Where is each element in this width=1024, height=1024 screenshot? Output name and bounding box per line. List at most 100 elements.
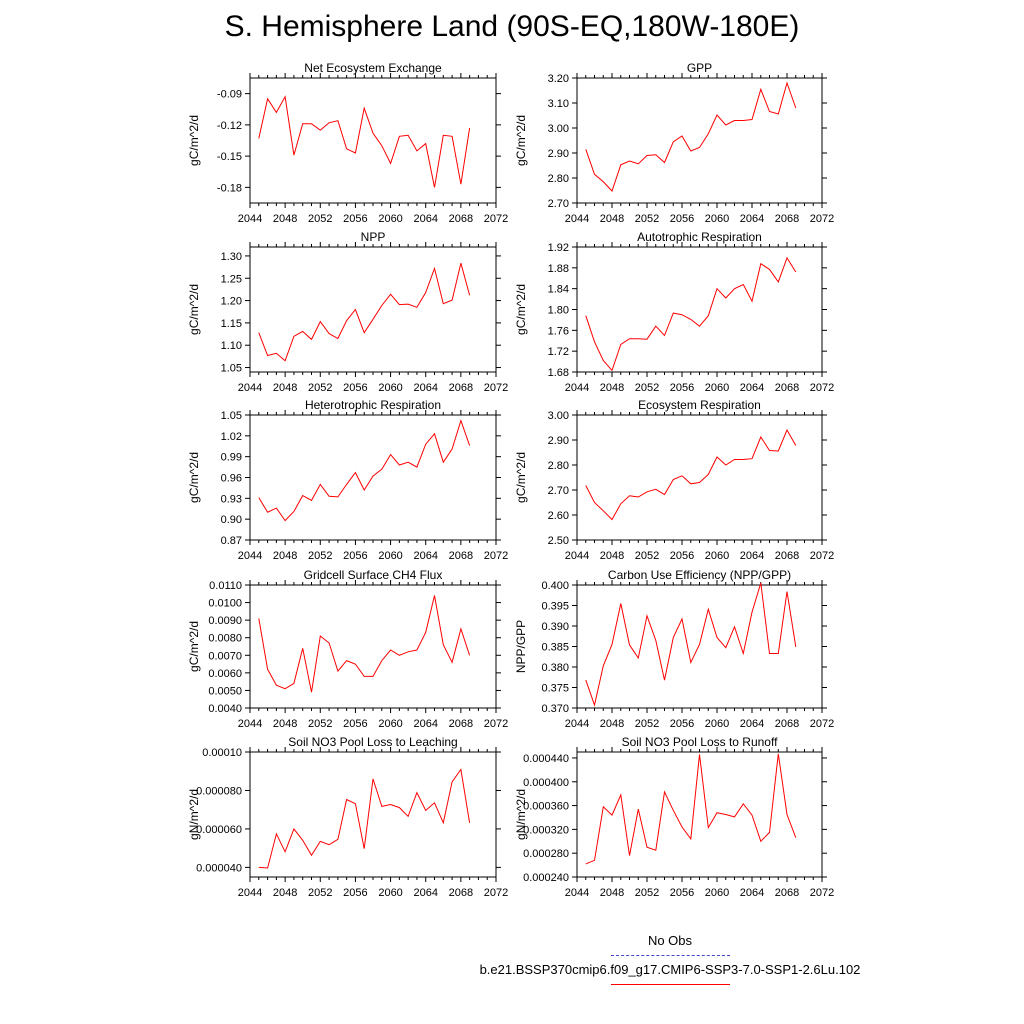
series-line (585, 81, 797, 192)
x-tick-label: 2048 (273, 213, 297, 225)
y-tick-label: 0.000440 (523, 753, 569, 765)
y-tick-label: 2.90 (548, 148, 569, 160)
x-tick-label: 2052 (308, 213, 332, 225)
x-tick-label: 2060 (705, 718, 729, 730)
x-tick-label: 2068 (775, 718, 799, 730)
panel-title: Soil NO3 Pool Loss to Runoff (622, 735, 779, 749)
y-tick-label: 0.000320 (523, 824, 569, 836)
y-tick-label: 1.84 (548, 284, 569, 296)
x-tick-label: 2052 (635, 887, 659, 899)
x-tick-label: 2056 (343, 718, 367, 730)
series-line (585, 428, 797, 521)
x-tick-label: 2044 (238, 213, 262, 225)
x-tick-label: 2064 (740, 550, 764, 562)
series-line (585, 753, 797, 865)
x-tick-label: 2056 (343, 382, 367, 394)
panel-title: Carbon Use Efficiency (NPP/GPP) (608, 568, 791, 582)
x-tick-label: 2072 (810, 213, 834, 225)
x-tick-label: 2060 (705, 382, 729, 394)
y-tick-label: 0.000280 (523, 848, 569, 860)
y-tick-label: -0.15 (217, 151, 242, 163)
x-tick-label: 2048 (273, 887, 297, 899)
x-tick-label: 2048 (600, 718, 624, 730)
x-tick-label: 2044 (238, 382, 262, 394)
x-tick-label: 2060 (378, 213, 402, 225)
y-tick-label: 1.20 (221, 296, 242, 308)
y-tick-label: 0.000360 (523, 801, 569, 813)
y-tick-label: 3.10 (548, 98, 569, 110)
x-tick-label: 2060 (378, 550, 402, 562)
x-tick-label: 2072 (484, 887, 508, 899)
x-tick-label: 2044 (565, 213, 589, 225)
x-tick-label: 2072 (810, 550, 834, 562)
y-tick-label: 0.000240 (523, 872, 569, 884)
series-line (258, 262, 471, 362)
x-tick-label: 2060 (378, 887, 402, 899)
y-tick-label: 1.15 (221, 318, 242, 330)
y-tick-label: 1.25 (221, 273, 242, 285)
y-tick-label: 0.0060 (208, 668, 242, 680)
series-line (258, 418, 471, 522)
x-tick-label: 2052 (635, 213, 659, 225)
y-tick-label: 0.0110 (209, 580, 242, 592)
figure-title: S. Hemisphere Land (90S-EQ,180W-180E) (224, 10, 800, 43)
y-tick-label: 3.00 (548, 410, 569, 422)
x-tick-label: 2068 (775, 550, 799, 562)
y-tick-label: 0.0070 (208, 650, 242, 662)
series-line (585, 582, 797, 707)
plot-frame (249, 751, 497, 878)
x-tick-label: 2072 (810, 382, 834, 394)
legend-obs-line (611, 955, 730, 956)
y-tick-label: -0.09 (217, 89, 242, 101)
y-axis-label: gN/m^2/d (514, 789, 528, 840)
y-tick-label: 0.0100 (208, 598, 242, 610)
chart-panel: Autotrophic Respiration 2044 2048 2052 2056 2… (514, 230, 834, 394)
y-axis-label: gC/m^2/d (187, 452, 201, 503)
x-tick-label: 2056 (343, 887, 367, 899)
x-tick-label: 2056 (670, 213, 694, 225)
y-tick-label: -0.12 (217, 120, 242, 132)
series-line (258, 595, 471, 693)
y-tick-label: 1.05 (221, 410, 242, 422)
y-tick-label: 0.0040 (208, 703, 242, 715)
x-tick-label: 2056 (670, 550, 694, 562)
chart-panel: Net Ecosystem Exchange 2044 2048 2052 2056 20… (187, 61, 508, 225)
x-tick-label: 2044 (565, 887, 589, 899)
panel-title: Gridcell Surface CH4 Flux (304, 568, 443, 582)
chart-panel: NPP 2044 2048 2052 2056 2060 2064 2068 2072 1.05 1… (187, 230, 508, 394)
x-tick-label: 2044 (565, 382, 589, 394)
x-tick-label: 2044 (238, 887, 262, 899)
plot-frame (576, 246, 823, 373)
y-tick-label: 0.87 (221, 535, 242, 547)
x-tick-label: 2052 (308, 718, 332, 730)
x-tick-label: 2048 (273, 382, 297, 394)
y-tick-label: 1.68 (548, 367, 569, 379)
y-tick-label: 2.60 (548, 510, 569, 522)
y-tick-label: 1.30 (221, 251, 242, 263)
x-tick-label: 2064 (413, 550, 437, 562)
y-tick-label: 0.390 (541, 621, 569, 633)
y-tick-label: 0.370 (541, 703, 569, 715)
x-tick-label: 2056 (343, 213, 367, 225)
y-tick-label: 1.02 (221, 431, 242, 443)
y-tick-label: 0.395 (541, 601, 569, 613)
x-tick-label: 2068 (449, 718, 473, 730)
x-tick-label: 2048 (600, 382, 624, 394)
y-tick-label: 0.400 (541, 580, 569, 592)
x-tick-label: 2064 (413, 213, 437, 225)
y-tick-label: 1.10 (221, 340, 242, 352)
x-tick-label: 2044 (238, 550, 262, 562)
plot-frame (249, 246, 497, 373)
x-tick-label: 2072 (810, 887, 834, 899)
x-tick-label: 2068 (449, 550, 473, 562)
series-line (585, 256, 797, 372)
y-tick-label: 0.000400 (523, 777, 569, 789)
x-tick-label: 2068 (775, 887, 799, 899)
panel-title: Net Ecosystem Exchange (304, 61, 442, 75)
x-tick-label: 2048 (600, 213, 624, 225)
y-tick-label: 2.70 (548, 198, 569, 210)
y-tick-label: 3.00 (548, 123, 569, 135)
y-tick-label: 1.76 (548, 325, 569, 337)
y-tick-label: 1.88 (548, 263, 569, 275)
y-tick-label: 1.92 (548, 242, 569, 254)
